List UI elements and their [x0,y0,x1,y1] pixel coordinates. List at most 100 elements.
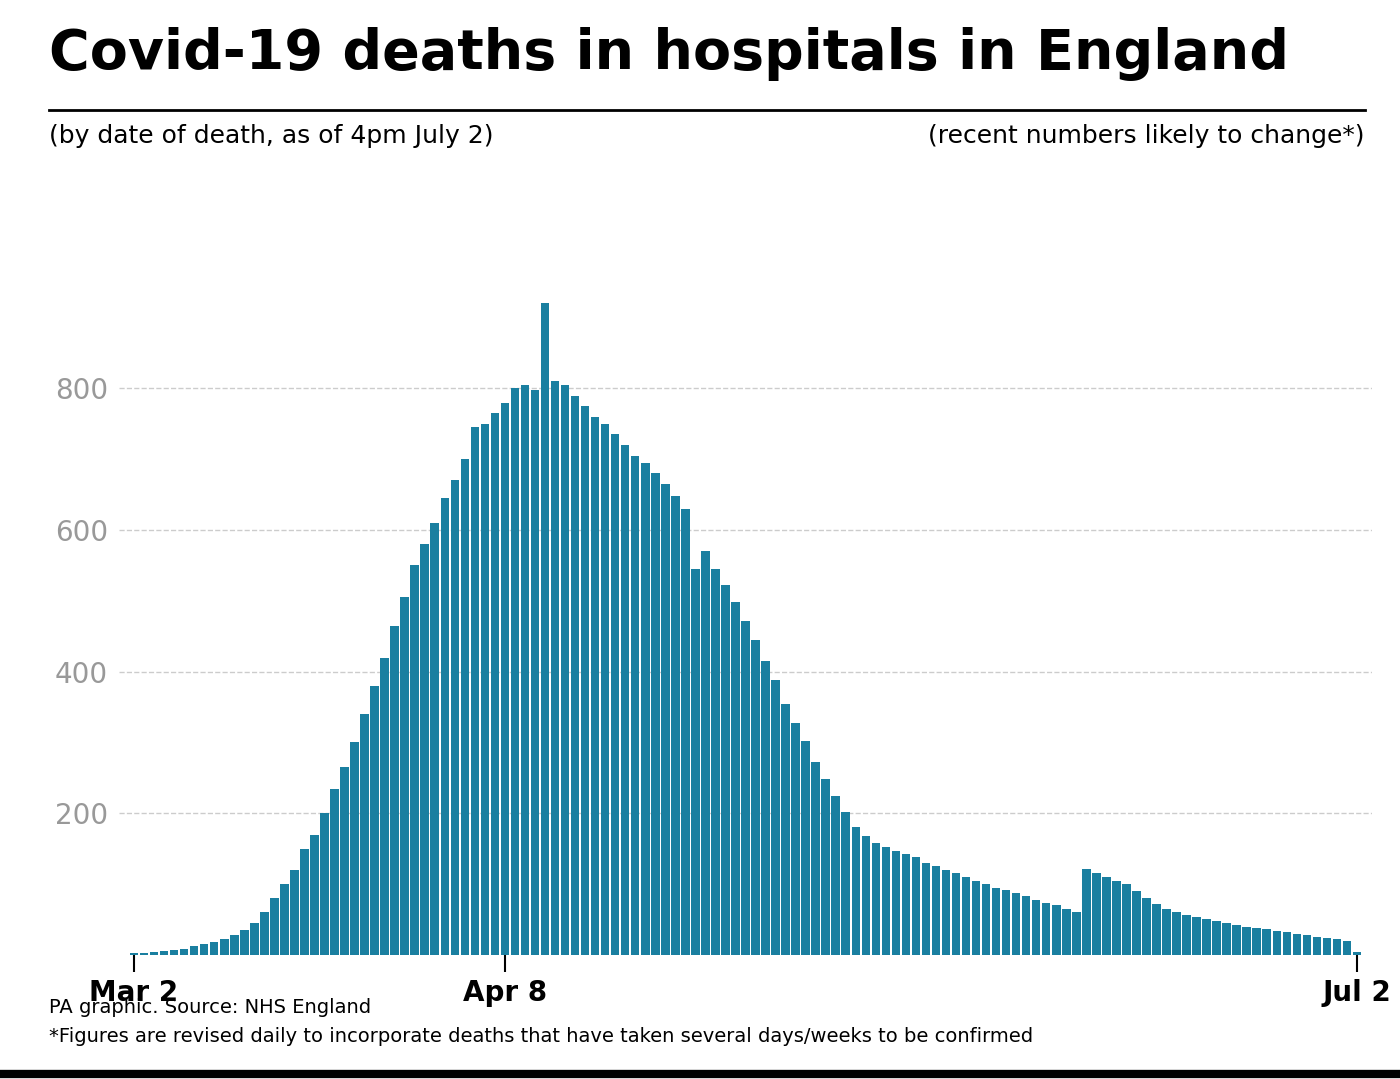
Bar [1152,904,1161,955]
Bar [581,406,589,955]
Bar [641,463,650,955]
Bar [321,814,329,955]
Bar [1032,900,1040,955]
Bar [882,847,890,955]
Bar [822,779,830,955]
Bar [771,680,780,955]
Bar [160,952,168,955]
Bar [872,843,881,955]
Bar [622,445,630,955]
Bar [812,762,820,955]
Bar [801,741,811,955]
Bar [731,602,739,955]
Bar [200,944,209,955]
Bar [230,935,238,955]
Bar [381,657,389,955]
Bar [521,385,529,955]
Bar [921,863,930,955]
Bar [1142,898,1151,955]
Text: (recent numbers likely to change*): (recent numbers likely to change*) [928,124,1365,148]
Bar [1313,937,1322,955]
Bar [350,742,358,955]
Bar [680,509,690,955]
Bar [371,686,379,955]
Bar [470,427,479,955]
Bar [671,496,679,955]
Bar [511,388,519,955]
Bar [1162,909,1170,955]
Bar [692,569,700,955]
Bar [461,460,469,955]
Bar [1042,902,1050,955]
Bar [1282,932,1291,955]
Bar [832,795,840,955]
Bar [1292,933,1301,955]
Bar [239,930,249,955]
Bar [991,888,1001,955]
Bar [330,789,339,955]
Bar [741,620,750,955]
Bar [1133,891,1141,955]
Bar [841,811,850,955]
Bar [531,390,539,955]
Bar [701,551,710,955]
Text: (by date of death, as of 4pm July 2): (by date of death, as of 4pm July 2) [49,124,493,148]
Bar [550,381,560,955]
Text: Covid-19 deaths in hospitals in England: Covid-19 deaths in hospitals in England [49,27,1289,81]
Bar [480,424,489,955]
Bar [972,880,980,955]
Bar [251,923,259,955]
Bar [752,640,760,955]
Bar [270,898,279,955]
Bar [360,714,368,955]
Bar [540,303,549,955]
Bar [661,484,669,955]
Bar [1012,892,1021,955]
Bar [1102,877,1110,955]
Bar [902,853,910,955]
Bar [1082,869,1091,955]
Bar [280,884,288,955]
Bar [220,940,228,955]
Bar [1273,931,1281,955]
Bar [140,953,148,955]
Bar [1302,935,1312,955]
Bar [1172,913,1180,955]
Bar [400,598,409,955]
Bar [311,834,319,955]
Bar [451,480,459,955]
Text: *Figures are revised daily to incorporate deaths that have taken several days/we: *Figures are revised daily to incorporat… [49,1027,1033,1047]
Bar [210,942,218,955]
Bar [711,569,720,955]
Bar [410,565,419,955]
Bar [190,946,199,955]
Bar [1123,884,1131,955]
Bar [1203,919,1211,955]
Bar [762,661,770,955]
Bar [601,424,609,955]
Text: PA graphic. Source: NHS England: PA graphic. Source: NHS England [49,998,371,1017]
Bar [962,877,970,955]
Bar [490,413,500,955]
Bar [1212,920,1221,955]
Bar [1343,941,1351,955]
Bar [591,416,599,955]
Bar [931,866,941,955]
Bar [942,870,951,955]
Bar [651,474,659,955]
Bar [1333,940,1341,955]
Bar [290,870,298,955]
Bar [1182,915,1191,955]
Bar [791,723,799,955]
Bar [952,874,960,955]
Bar [561,385,570,955]
Bar [981,884,990,955]
Bar [300,849,309,955]
Bar [1022,897,1030,955]
Bar [130,954,139,955]
Bar [420,544,428,955]
Bar [169,950,178,955]
Bar [150,952,158,955]
Bar [340,767,349,955]
Bar [892,851,900,955]
